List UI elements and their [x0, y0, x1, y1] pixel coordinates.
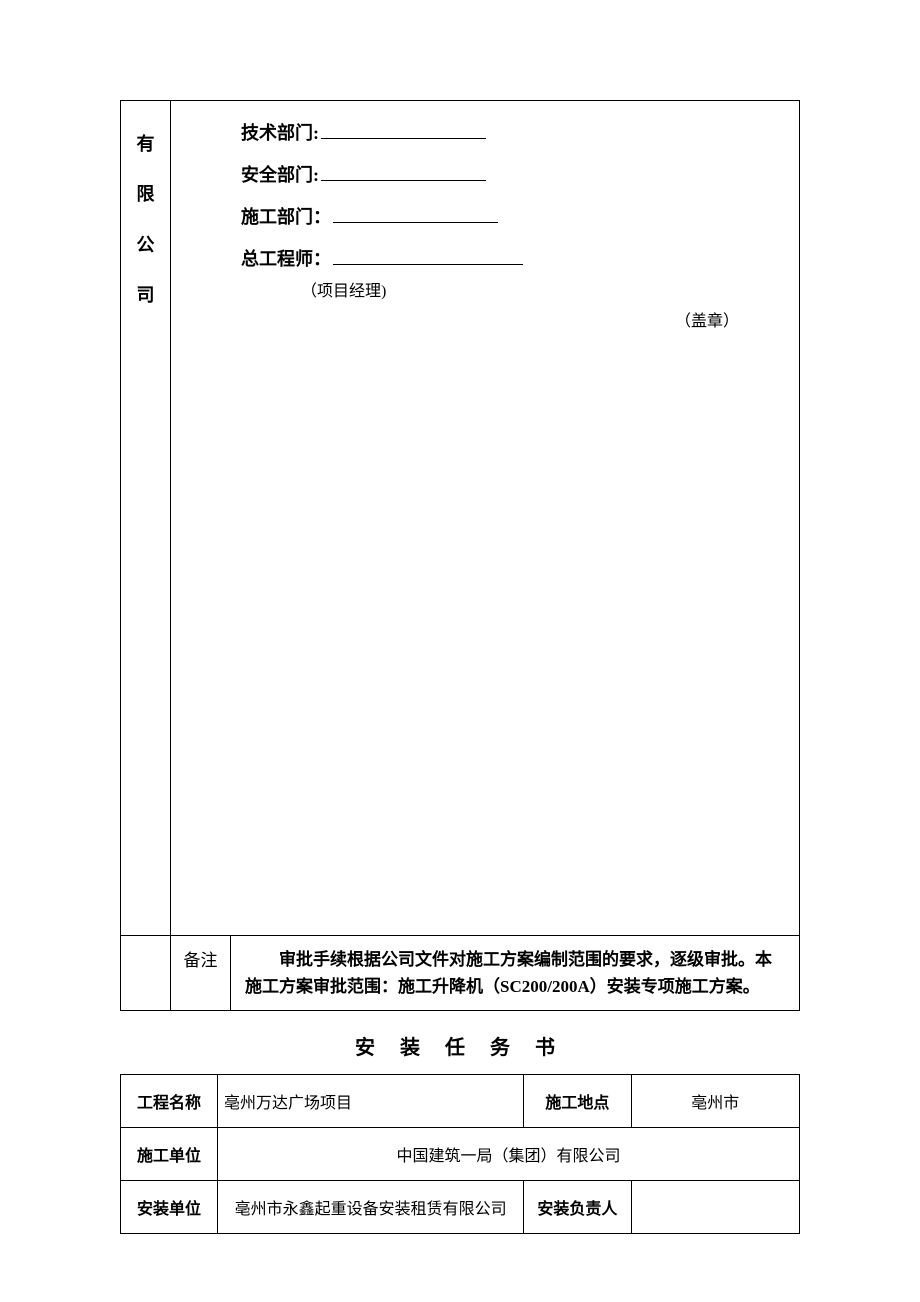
vert-char-2: 限: [121, 169, 170, 219]
company-vertical-label: 有 限 公 司: [121, 101, 171, 936]
tech-dept-field: 技术部门:: [201, 119, 769, 145]
safety-dept-label: 安全部门:: [241, 165, 319, 185]
location-value: 亳州市: [631, 1075, 799, 1128]
chief-engineer-field: 总工程师：: [201, 245, 769, 271]
construction-dept-label: 施工部门：: [241, 207, 331, 227]
project-name-value: 亳州万达广场项目: [218, 1075, 524, 1128]
approval-table: 有 限 公 司 技术部门: 安全部门: 施工部门： 总工程师： （项目经理) （…: [120, 100, 800, 1011]
construction-dept-field: 施工部门：: [201, 203, 769, 229]
safety-dept-field: 安全部门:: [201, 161, 769, 187]
construction-unit-label: 施工单位: [121, 1128, 218, 1181]
vert-char-3: 公: [121, 220, 170, 270]
table-row: 工程名称 亳州万达广场项目 施工地点 亳州市: [121, 1075, 800, 1128]
chief-engineer-underline: [333, 247, 523, 265]
stamp-note: （盖章）: [201, 307, 769, 331]
project-manager-note: （项目经理): [201, 277, 769, 301]
remark-content: 审批手续根据公司文件对施工方案编制范围的要求，逐级审批。本施工方案审批范围：施工…: [231, 936, 800, 1011]
vert-char-4: 司: [121, 270, 170, 320]
project-name-label: 工程名称: [121, 1075, 218, 1128]
remark-label: 备注: [171, 936, 231, 1011]
tech-dept-underline: [321, 121, 486, 139]
chief-engineer-label: 总工程师：: [241, 249, 331, 269]
table-row: 安装单位 亳州市永鑫起重设备安装租赁有限公司 安装负责人: [121, 1181, 800, 1234]
location-label: 施工地点: [524, 1075, 631, 1128]
task-assignment-table: 工程名称 亳州万达广场项目 施工地点 亳州市 施工单位 中国建筑一局（集团）有限…: [120, 1074, 800, 1234]
table-row: 施工单位 中国建筑一局（集团）有限公司: [121, 1128, 800, 1181]
install-unit-label: 安装单位: [121, 1181, 218, 1234]
signature-area: 技术部门: 安全部门: 施工部门： 总工程师： （项目经理) （盖章）: [171, 101, 800, 936]
construction-unit-value: 中国建筑一局（集团）有限公司: [218, 1128, 800, 1181]
vert-char-1: 有: [121, 119, 170, 169]
install-manager-value: [631, 1181, 799, 1234]
safety-dept-underline: [321, 163, 486, 181]
section-title: 安 装 任 务 书: [120, 1031, 800, 1060]
install-manager-label: 安装负责人: [524, 1181, 631, 1234]
empty-corner: [121, 936, 171, 1011]
install-unit-value: 亳州市永鑫起重设备安装租赁有限公司: [218, 1181, 524, 1234]
tech-dept-label: 技术部门:: [241, 123, 319, 143]
construction-dept-underline: [333, 205, 498, 223]
